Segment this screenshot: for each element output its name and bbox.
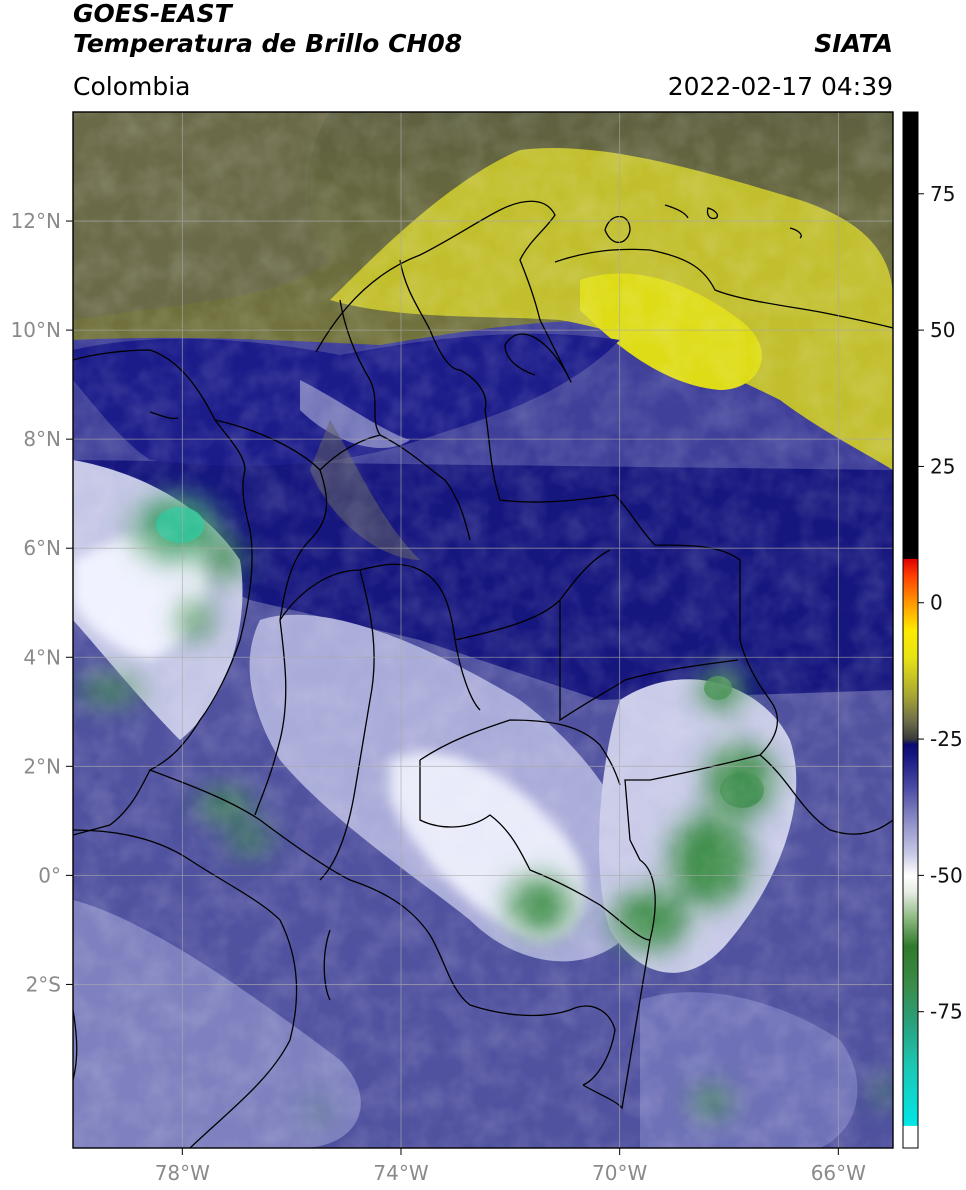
colorbar-tick-label: -75 <box>930 1000 963 1024</box>
dept-border-vichada <box>559 600 739 722</box>
lat-tick-label: 8°N <box>23 427 61 451</box>
island-outline-1 <box>664 204 689 219</box>
lat-tick-label: 4°N <box>23 645 61 669</box>
colorbar-tick-label: 75 <box>930 182 955 206</box>
border-ecuador-south <box>73 829 298 1148</box>
region-label: Colombia <box>73 72 191 101</box>
colorbar-tick-label: 0 <box>930 591 943 615</box>
lat-axis: 12°N 10°N 8°N 6°N 4°N 2°N 0° 2°S <box>11 209 73 996</box>
colorbar-ticks: 75 50 25 0 -25 -50 -75 <box>918 182 963 1024</box>
product-title: Temperatura de Brillo CH08 <box>73 29 463 58</box>
island-outline-3 <box>789 227 802 239</box>
colorbar: 75 50 25 0 -25 -50 -75 <box>902 111 963 1149</box>
lat-tick-label: 10°N <box>11 318 61 342</box>
gridlines <box>73 112 893 1148</box>
lon-axis: 78°W 74°W 70°W 66°W <box>155 1148 866 1185</box>
coast-fragment-2 <box>73 1009 78 1081</box>
map-frame <box>72 111 894 1149</box>
border-ecuador-peru <box>149 769 616 1086</box>
island-outline-2 <box>706 207 719 220</box>
colorbar-tick-label: -50 <box>930 863 963 887</box>
border-guyana <box>759 754 893 835</box>
satellite-title: GOES-EAST <box>73 0 232 28</box>
lake-maracaibo-outline <box>504 319 572 383</box>
dept-border-vaupes <box>419 760 651 941</box>
dept-border-casanare <box>454 549 611 641</box>
coastline-caribbean <box>315 200 556 353</box>
lat-tick-label: 2°S <box>26 972 61 996</box>
lon-tick-label: 66°W <box>811 1161 866 1185</box>
dept-border-bolivar <box>339 299 381 436</box>
dept-border-cundinamarca <box>319 569 375 881</box>
colorbar-tick-label: 25 <box>930 454 955 478</box>
colorbar-bar <box>902 111 919 1149</box>
lon-tick-label: 70°W <box>592 1161 647 1185</box>
coastline-pacific <box>73 349 253 836</box>
lat-tick-label: 2°N <box>23 754 61 778</box>
lat-tick-label: 6°N <box>23 536 61 560</box>
lat-tick-label: 0° <box>38 863 61 887</box>
coast-fragment <box>323 929 331 1001</box>
lon-tick-label: 78°W <box>155 1161 210 1185</box>
colorbar-tick-label: 50 <box>930 318 955 342</box>
lat-tick-label: 12°N <box>11 209 61 233</box>
map-imagery <box>73 112 893 1148</box>
lon-tick-label: 74°W <box>373 1161 428 1185</box>
dept-border-guainia <box>419 719 621 786</box>
organization-title: SIATA <box>814 29 893 58</box>
timestamp-label: 2022-02-17 04:39 <box>667 72 893 101</box>
colorbar-tick-label: -25 <box>930 727 963 751</box>
dept-border-santander <box>319 434 471 541</box>
paraguana-outline <box>604 215 631 244</box>
border-colombia-venezuela <box>459 369 779 1110</box>
dept-border-tolima <box>254 619 287 816</box>
dept-border-meta <box>279 563 481 711</box>
island-outline-4 <box>149 411 179 420</box>
